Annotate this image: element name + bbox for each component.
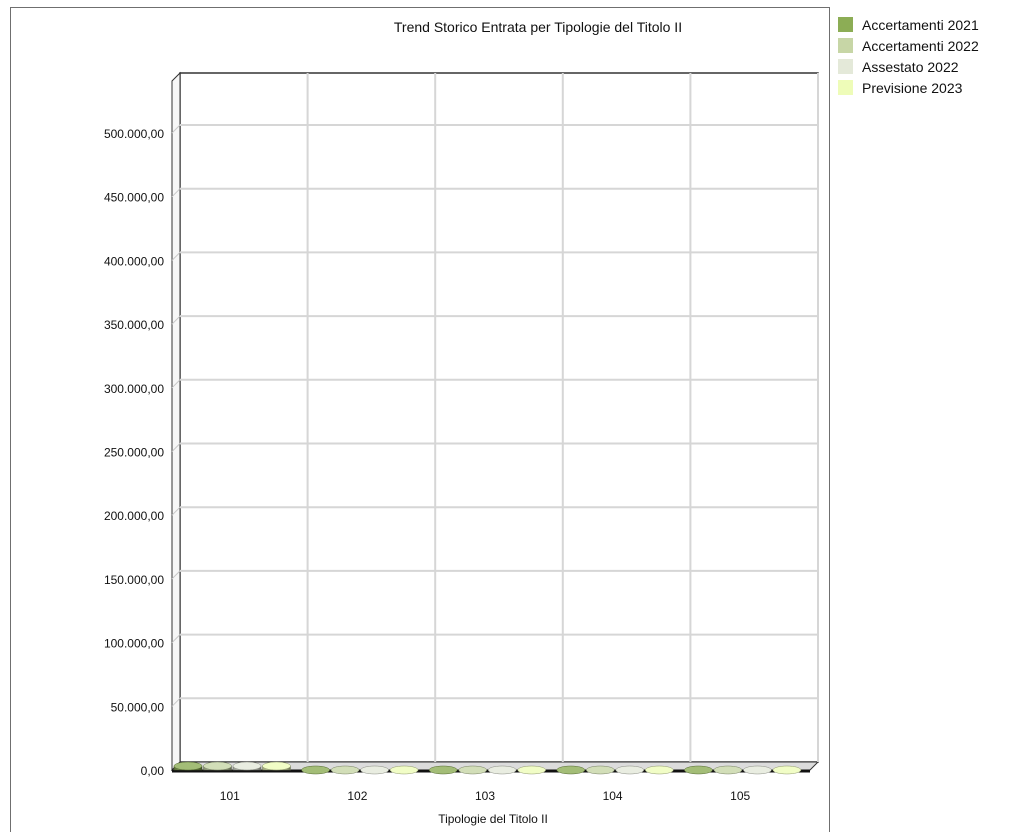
x-tick-label: 102 <box>347 789 367 803</box>
y-tick-label: 400.000,00 <box>104 254 164 268</box>
bar <box>458 765 487 775</box>
bar <box>645 765 674 775</box>
bar <box>586 765 615 775</box>
back-wall <box>179 72 819 763</box>
y-tick-label: 0,00 <box>141 764 165 778</box>
legend-swatch <box>838 59 853 74</box>
bar <box>301 765 330 775</box>
legend-label: Accertamenti 2022 <box>862 37 979 54</box>
legend-item: Previsione 2023 <box>838 77 979 98</box>
y-tick-label: 500.000,00 <box>104 127 164 141</box>
legend: Accertamenti 2021 Accertamenti 2022 Assest… <box>838 14 979 98</box>
grid-line-side <box>171 252 181 261</box>
bar <box>173 761 203 771</box>
bar <box>360 765 389 775</box>
y-tick-label: 150.000,00 <box>104 573 164 587</box>
legend-label: Previsione 2023 <box>862 79 963 96</box>
y-tick-label: 100.000,00 <box>104 637 164 651</box>
bar <box>556 765 586 775</box>
y-tick-label: 50.000,00 <box>111 700 165 714</box>
bar <box>203 761 232 771</box>
x-axis-ticks: 101 102 103 104 105 <box>220 789 751 803</box>
x-tick-label: 104 <box>603 789 623 803</box>
bar <box>330 765 360 775</box>
y-axis-ticks: 0,00 50.000,00 100.000,00 150.000,00 200.000… <box>104 127 164 778</box>
x-tick-label: 105 <box>730 789 750 803</box>
grid-line-side <box>171 124 181 134</box>
legend-item: Assestato 2022 <box>838 56 979 77</box>
bar <box>615 765 645 775</box>
bar <box>517 765 546 775</box>
y-tick-label: 200.000,00 <box>104 509 164 523</box>
y-tick-label: 350.000,00 <box>104 318 164 332</box>
bar <box>743 765 772 775</box>
x-tick-label: 103 <box>475 789 495 803</box>
grid-line-side <box>171 570 181 580</box>
bar <box>428 765 458 775</box>
bar <box>713 765 743 775</box>
legend-label: Assestato 2022 <box>862 58 959 75</box>
legend-item: Accertamenti 2021 <box>838 14 979 35</box>
grid-line-side <box>171 379 181 389</box>
grid-line-side <box>171 506 181 516</box>
legend-label: Accertamenti 2021 <box>862 16 979 33</box>
x-tick-label: 101 <box>220 789 240 803</box>
grid-line-side <box>171 443 181 452</box>
grid-line-side <box>171 315 181 325</box>
bars <box>173 761 802 775</box>
legend-swatch <box>838 38 853 53</box>
y-tick-label: 450.000,00 <box>104 191 164 205</box>
legend-swatch <box>838 80 853 95</box>
chart-title: Trend Storico Entrata per Tipologie del … <box>394 19 682 35</box>
bar <box>684 765 713 775</box>
grid-line-side <box>171 634 181 643</box>
bar <box>232 761 262 771</box>
plot-area <box>170 71 820 773</box>
grid-line-side <box>171 188 181 198</box>
x-axis-label: Tipologie del Titolo II <box>438 812 548 826</box>
bar <box>772 765 802 775</box>
legend-item: Accertamenti 2022 <box>838 35 979 56</box>
bar <box>262 761 291 771</box>
y-tick-label: 300.000,00 <box>104 382 164 396</box>
y-tick-label: 250.000,00 <box>104 446 164 460</box>
bar <box>389 765 419 775</box>
legend-swatch <box>838 17 853 32</box>
grid-line-side <box>171 697 181 707</box>
bar <box>487 765 517 775</box>
side-wall <box>171 71 181 772</box>
